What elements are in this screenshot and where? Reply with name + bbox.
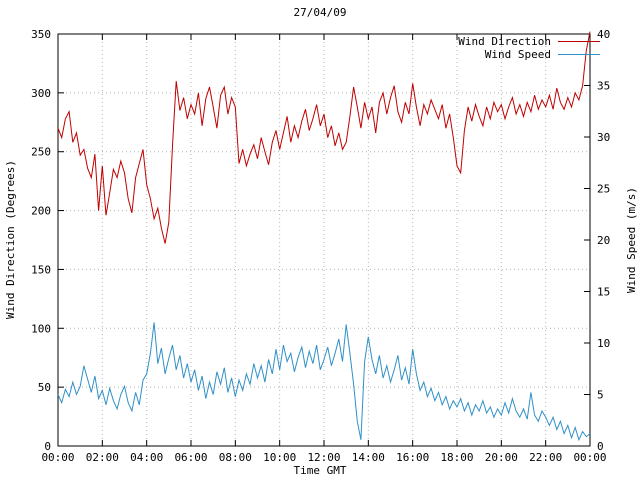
- y-left-tick-label: 150: [31, 263, 51, 276]
- y-right-tick-label: 25: [597, 183, 610, 196]
- chart-title: 27/04/09: [293, 6, 347, 19]
- y-left-tick-label: 200: [31, 205, 51, 218]
- x-tick-label: 02:00: [86, 451, 119, 464]
- x-tick-label: 16:00: [396, 451, 429, 464]
- y-right-tick-label: 40: [597, 28, 610, 41]
- y-right-tick-label: 0: [597, 440, 604, 453]
- y-left-tick-label: 350: [31, 28, 51, 41]
- y-right-tick-label: 10: [597, 337, 610, 350]
- x-tick-label: 12:00: [307, 451, 340, 464]
- wind-direction-series-line: [57, 31, 591, 244]
- plot-border: [57, 33, 591, 447]
- x-tick-label: 04:00: [130, 451, 163, 464]
- y-right-tick-label: 30: [597, 131, 610, 144]
- x-tick-label: 20:00: [485, 451, 518, 464]
- x-tick-label: 08:00: [219, 451, 252, 464]
- legend-entry-wind-speed: Wind Speed: [458, 48, 600, 61]
- legend-entry-wind-direction: Wind Direction: [458, 35, 600, 48]
- x-tick-label: 14:00: [352, 451, 385, 464]
- x-tick-label: 18:00: [440, 451, 473, 464]
- y-left-tick-label: 300: [31, 87, 51, 100]
- x-tick-label: 10:00: [263, 451, 296, 464]
- x-tick-label: 00:00: [573, 451, 606, 464]
- y-right-tick-label: 5: [597, 389, 604, 402]
- legend-label-wind-direction: Wind Direction: [458, 35, 551, 48]
- y-left-tick-label: 50: [38, 381, 51, 394]
- y-left-tick-label: 100: [31, 322, 51, 335]
- y-right-tick-label: 20: [597, 234, 610, 247]
- x-tick-label: 00:00: [41, 451, 74, 464]
- y-left-tick-label: 250: [31, 146, 51, 159]
- x-axis-label: Time GMT: [293, 464, 347, 477]
- y-left-tick-label: 0: [44, 440, 51, 453]
- wind-direction-line-sample: [558, 41, 600, 42]
- legend: Wind Direction Wind Speed: [458, 35, 600, 61]
- x-tick-label: 22:00: [529, 451, 562, 464]
- wind-speed-line-sample: [558, 54, 600, 55]
- y-right-tick-label: 35: [597, 80, 610, 93]
- x-tick-label: 06:00: [174, 451, 207, 464]
- wind-speed-series-line: [57, 322, 591, 442]
- legend-label-wind-speed: Wind Speed: [484, 48, 551, 61]
- y-right-tick-label: 15: [597, 286, 610, 299]
